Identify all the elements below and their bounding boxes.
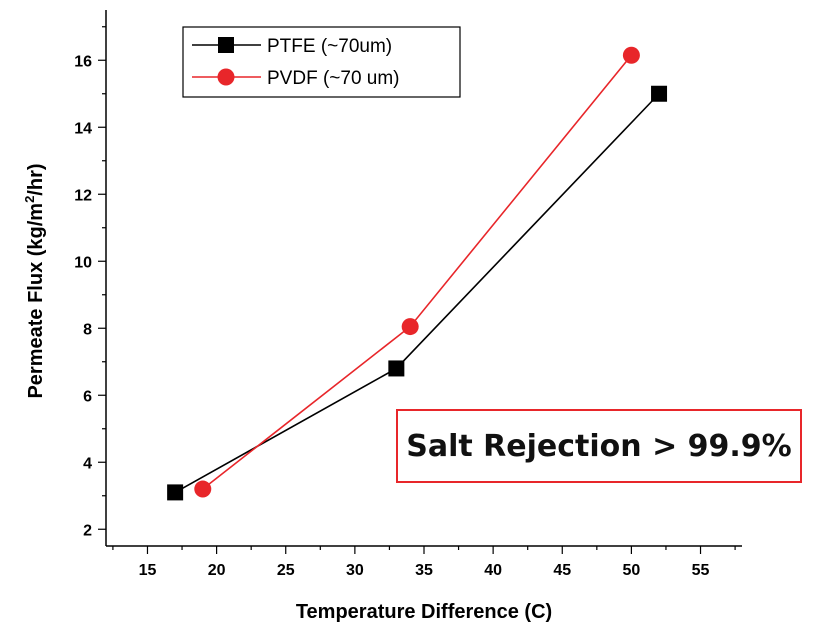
data-point [167, 484, 184, 501]
data-point [401, 318, 419, 336]
x-tick-label: 55 [692, 562, 710, 579]
x-tick-label: 15 [139, 562, 157, 579]
x-tick-label: 40 [484, 562, 502, 579]
y-tick-label: 8 [83, 321, 92, 338]
data-point [622, 46, 640, 64]
ticks: 15 20 25 30 35 40 45 50 55 2 4 6 8 10 12 14 16 [74, 26, 736, 579]
x-tick-label: 45 [553, 562, 571, 579]
data-point [194, 480, 212, 498]
legend-label: PTFE (~70um) [267, 36, 392, 57]
legend-entry: PVDF (~70 um) [192, 68, 400, 89]
legend-marker [218, 37, 234, 53]
series-pvdf [194, 46, 640, 498]
x-tick-label: 20 [208, 562, 226, 579]
y-tick-label: 14 [74, 120, 92, 137]
y-tick-label: 6 [83, 388, 92, 405]
y-tick-label: 16 [74, 53, 92, 70]
legend: PTFE (~70um) PVDF (~70 um) [182, 26, 461, 98]
y-axis-title-end: /hr) [25, 163, 47, 195]
legend-marker [217, 68, 235, 86]
annotation-text: Salt Rejection > 99.9% [406, 428, 792, 464]
y-tick-label: 2 [83, 522, 92, 539]
data-point [651, 85, 668, 102]
y-tick-label: 12 [74, 187, 92, 204]
x-tick-label: 30 [346, 562, 364, 579]
series-ptfe [167, 85, 668, 501]
y-axis-title: Permeate Flux (kg/m2/hr) [22, 163, 47, 398]
y-tick-label: 10 [74, 254, 92, 271]
x-tick-label: 35 [415, 562, 433, 579]
series-layer [167, 46, 668, 501]
y-tick-label: 4 [83, 455, 92, 472]
legend-label: PVDF (~70 um) [267, 68, 400, 89]
x-tick-label: 50 [622, 562, 640, 579]
y-axis-title-main: Permeate Flux (kg/m [25, 203, 47, 399]
data-point [388, 360, 405, 377]
x-tick-label: 25 [277, 562, 295, 579]
legend-entry: PTFE (~70um) [192, 36, 392, 57]
x-axis-title: Temperature Difference (C) [296, 601, 552, 623]
y-axis-title-superscript: 2 [22, 196, 37, 203]
salt-rejection-annotation: Salt Rejection > 99.9% [396, 409, 802, 483]
